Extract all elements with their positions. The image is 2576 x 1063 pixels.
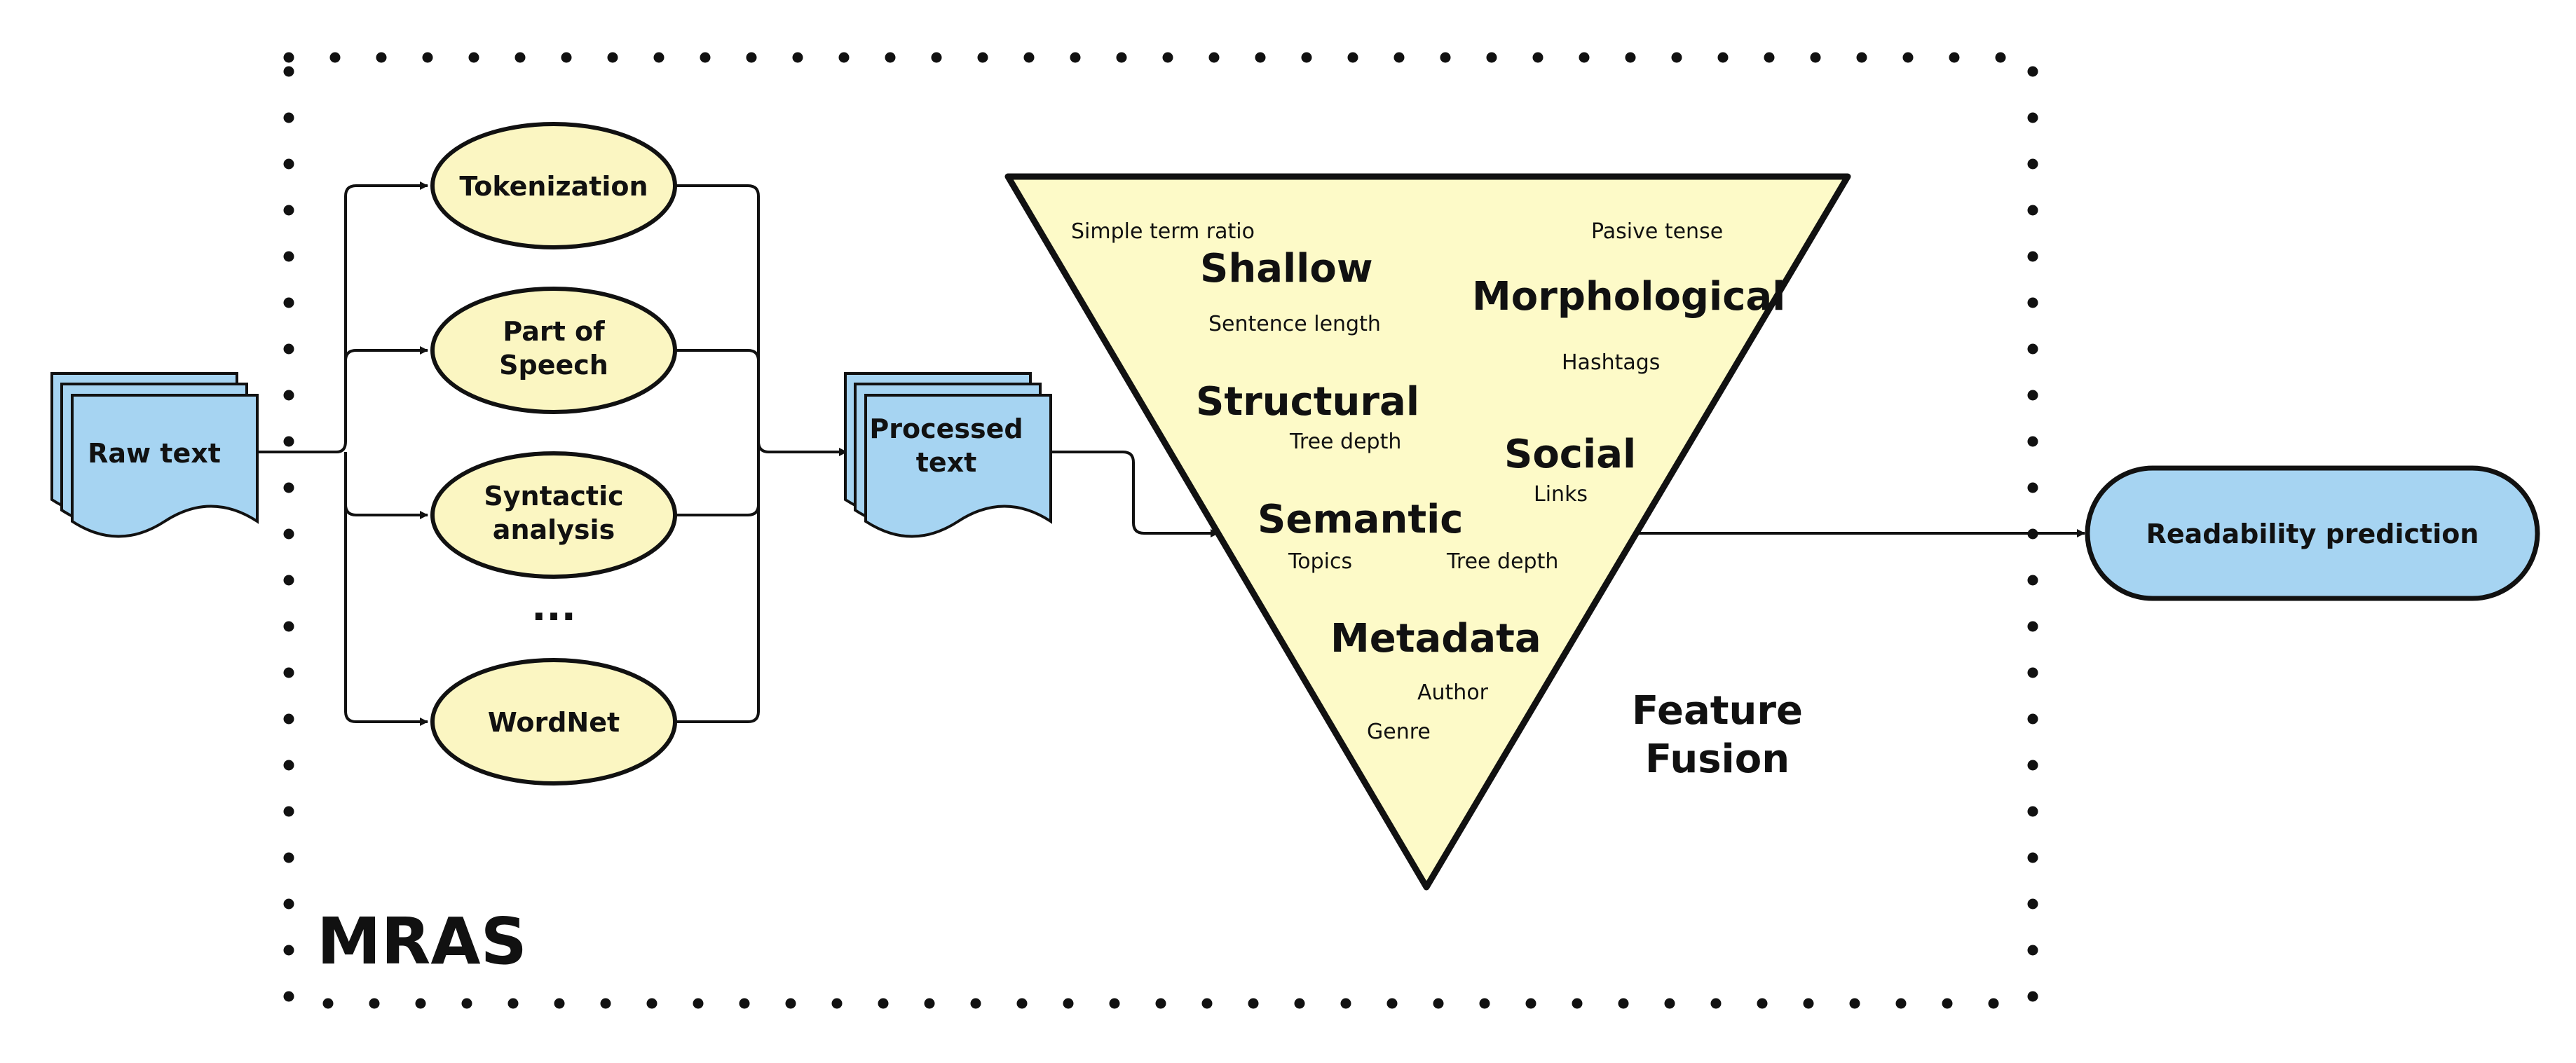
category-structural: Structural <box>1196 379 1419 425</box>
edge-tokenization-to-merge <box>675 184 760 723</box>
raw-text-document: Raw text <box>50 372 259 538</box>
processed-text-label-line2: text <box>916 447 977 478</box>
step-tokenization-label: Tokenization <box>459 171 648 202</box>
step-wordnet: WordNet <box>430 658 677 786</box>
edge-raw-to-part-of-speech <box>344 346 428 362</box>
feature-genre: Genre <box>1367 720 1431 744</box>
edge-raw-to-syntactic <box>344 452 428 519</box>
feature-links: Links <box>1534 482 1588 507</box>
category-social: Social <box>1504 432 1636 477</box>
feature-tree-depth-semantic: Tree depth <box>1446 549 1558 574</box>
step-syntactic-analysis-label-line2: analysis <box>493 514 615 545</box>
readability-prediction-shape <box>2085 465 2540 601</box>
processed-text-document: Processed text <box>844 372 1052 538</box>
category-metadata: Metadata <box>1330 616 1541 661</box>
step-syntactic-analysis-label-line1: Syntactic <box>484 481 623 512</box>
step-part-of-speech: Part of Speech <box>430 287 677 414</box>
mras-system-boundary <box>283 52 2038 1009</box>
processed-text-sheet-front <box>864 394 1052 538</box>
category-morphological: Morphological <box>1472 274 1785 320</box>
edge-raw-text-trunk <box>257 181 428 453</box>
steps-ellipsis: ... <box>531 584 576 630</box>
fusion-caption-line1: Feature <box>1632 688 1803 734</box>
readability-prediction-label: Readability prediction <box>2146 519 2479 549</box>
readability-prediction-output: Readability prediction <box>2085 465 2540 601</box>
raw-text-label: Raw text <box>88 438 221 469</box>
raw-text-sheet-front <box>71 394 259 538</box>
system-label: MRAS <box>317 904 527 979</box>
feature-simple-term-ratio: Simple term ratio <box>1071 219 1255 244</box>
step-part-of-speech-label-line2: Speech <box>499 350 608 380</box>
edge-part-of-speech-to-merge <box>675 349 760 362</box>
fusion-caption-line2: Fusion <box>1645 736 1790 782</box>
edge-processed-to-fusion <box>1051 451 1219 537</box>
edge-merge-to-processed-text <box>757 441 847 456</box>
category-shallow: Shallow <box>1200 246 1373 292</box>
feature-pasive-tense: Pasive tense <box>1591 219 1723 244</box>
step-part-of-speech-label-line1: Part of <box>503 316 605 347</box>
processed-text-label-line1: Processed <box>869 413 1023 444</box>
feature-fusion-triangle: Simple term ratio Pasive tense Shallow M… <box>1004 173 1851 891</box>
feature-author: Author <box>1417 680 1489 705</box>
category-semantic: Semantic <box>1258 497 1463 542</box>
step-tokenization: Tokenization <box>430 122 677 249</box>
feature-hashtags: Hashtags <box>1562 350 1660 375</box>
feature-sentence-length: Sentence length <box>1208 312 1381 336</box>
step-wordnet-label: WordNet <box>488 707 620 738</box>
feature-tree-depth-structural: Tree depth <box>1289 430 1401 454</box>
feature-topics: Topics <box>1288 549 1352 574</box>
step-syntactic-analysis: Syntactic analysis <box>430 451 677 579</box>
edge-raw-to-wordnet <box>344 505 428 726</box>
edge-syntactic-to-merge <box>675 504 760 516</box>
